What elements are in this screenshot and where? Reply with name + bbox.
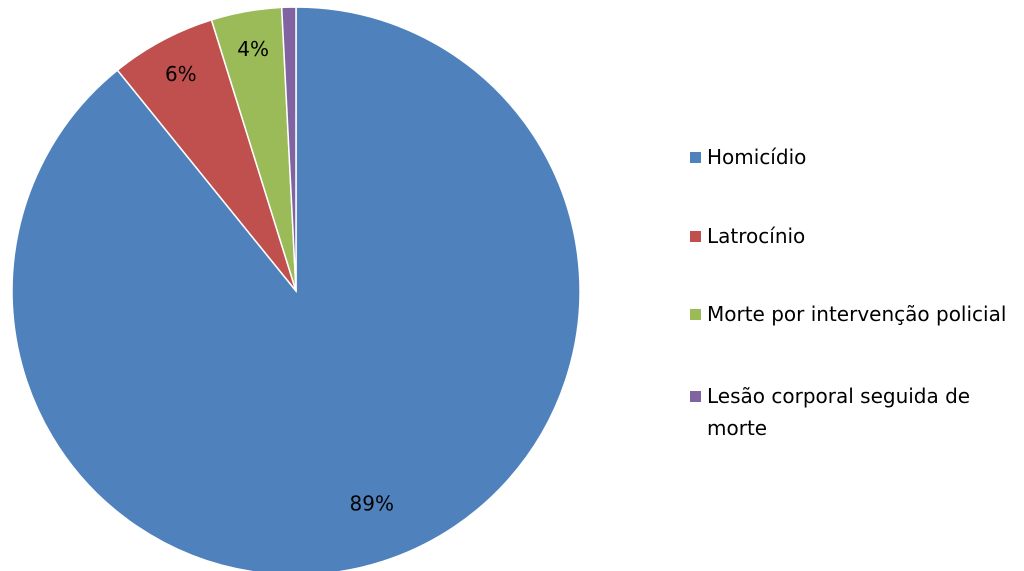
legend-item: Latrocínio bbox=[690, 220, 1010, 252]
legend-label: Homicídio bbox=[707, 145, 807, 169]
legend-item: Lesão corporal seguida de morte bbox=[690, 380, 1010, 444]
legend-item: Homicídio bbox=[690, 141, 1010, 173]
legend-label: Latrocínio bbox=[707, 224, 806, 248]
data-label: 4% bbox=[237, 37, 269, 61]
legend-swatch bbox=[690, 152, 701, 163]
legend-label: Morte por intervenção policial bbox=[707, 302, 1007, 326]
pie-slice bbox=[280, 6, 297, 292]
legend-swatch bbox=[690, 231, 701, 242]
legend-swatch bbox=[690, 391, 701, 402]
legend-label: Lesão corporal seguida de morte bbox=[707, 384, 971, 440]
legend-swatch bbox=[690, 309, 701, 320]
legend-item: Morte por intervenção policial bbox=[690, 298, 1010, 330]
data-label: 89% bbox=[350, 492, 394, 516]
data-label: 6% bbox=[165, 62, 197, 86]
